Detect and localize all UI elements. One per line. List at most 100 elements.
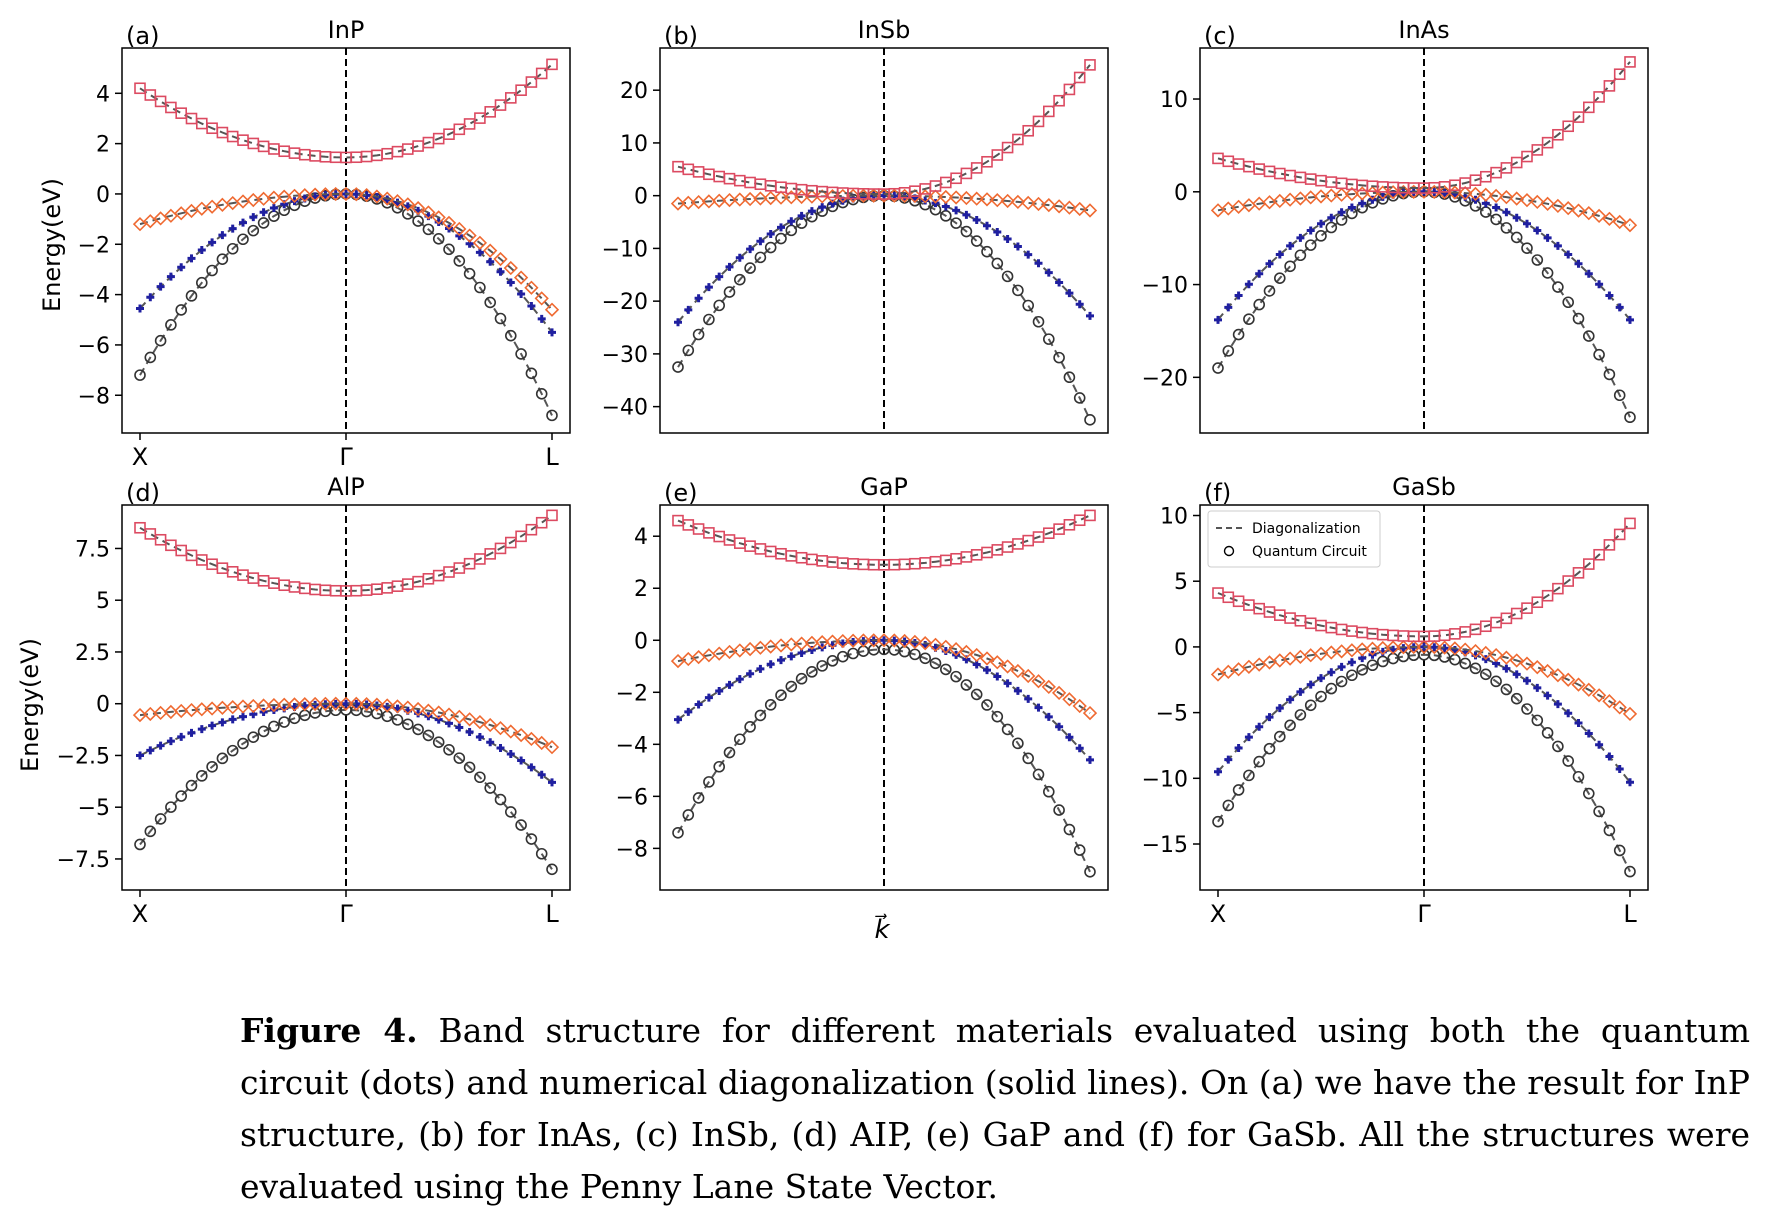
point-blue — [1347, 203, 1356, 212]
point-blue — [1034, 259, 1043, 268]
point-blue — [1265, 713, 1274, 722]
point-orange — [1427, 639, 1442, 655]
point-orange — [534, 735, 549, 751]
point-orange — [1021, 668, 1036, 684]
point-black — [1212, 362, 1224, 374]
point-black — [1315, 690, 1327, 703]
point-black — [1304, 239, 1317, 251]
point-black — [268, 720, 280, 733]
point-black — [672, 826, 684, 839]
point-black — [206, 760, 218, 773]
point-black — [1366, 659, 1379, 672]
point-blue — [1044, 712, 1053, 721]
point-black — [1603, 824, 1616, 837]
point-orange — [1530, 194, 1545, 210]
y-tick-label: 0 — [96, 183, 110, 208]
point-black — [1593, 348, 1605, 361]
point-black — [257, 217, 270, 229]
point-orange — [1041, 679, 1056, 695]
point-black — [453, 255, 466, 267]
point-black — [494, 793, 507, 806]
point-blue — [187, 254, 196, 263]
point-conduction — [175, 107, 187, 119]
point-orange — [845, 633, 861, 648]
point-blue — [208, 721, 217, 730]
point-blue — [1055, 278, 1064, 287]
point-black — [785, 224, 798, 237]
point-black — [1335, 214, 1348, 226]
point-black — [1593, 805, 1605, 818]
point-black — [422, 729, 435, 742]
point-black — [154, 813, 167, 825]
point-black — [474, 771, 486, 784]
point-orange — [1231, 662, 1246, 677]
point-conduction — [1583, 558, 1595, 570]
point-orange — [928, 637, 943, 652]
point-black — [1084, 865, 1096, 878]
point-orange — [1550, 198, 1566, 214]
point-black — [733, 273, 746, 286]
y-tick-label: −4 — [616, 733, 648, 758]
point-orange — [1581, 682, 1596, 697]
point-black — [1541, 267, 1554, 279]
point-blue — [1574, 259, 1583, 268]
point-blue — [1224, 303, 1233, 312]
diagonalization-line-band_black — [139, 708, 553, 870]
point-blue — [208, 238, 217, 247]
panel-title: InP — [328, 16, 365, 44]
point-blue — [517, 756, 526, 765]
point-black — [1562, 755, 1574, 767]
point-conduction — [682, 519, 695, 531]
point-orange — [691, 194, 706, 210]
y-tick-label: 0 — [634, 629, 648, 654]
point-blue — [766, 660, 775, 669]
point-orange — [256, 191, 271, 206]
point-orange — [503, 724, 518, 739]
point-blue — [1317, 674, 1325, 683]
point-blue — [1492, 203, 1501, 212]
point-blue — [1533, 226, 1542, 235]
point-black — [733, 733, 746, 746]
point-orange — [1427, 184, 1442, 200]
point-blue — [1286, 695, 1295, 704]
point-conduction — [525, 76, 538, 88]
point-conduction — [1531, 596, 1544, 609]
point-black — [1073, 392, 1086, 404]
point-black — [682, 809, 695, 821]
point-orange — [1622, 218, 1638, 233]
point-black — [1624, 411, 1636, 424]
point-orange — [153, 705, 168, 721]
point-orange — [338, 696, 354, 711]
point-conduction — [1521, 602, 1533, 614]
point-black — [1284, 719, 1296, 732]
point-blue — [1553, 700, 1562, 709]
point-blue — [486, 738, 495, 747]
legend-qc-label: Quantum Circuit — [1252, 544, 1367, 560]
point-orange — [1334, 644, 1349, 659]
point-black — [1356, 664, 1368, 676]
point-orange — [1602, 211, 1617, 226]
point-orange — [670, 196, 686, 211]
point-black — [546, 863, 558, 876]
point-black — [1274, 730, 1286, 743]
point-black — [1012, 737, 1024, 750]
point-conduction — [1552, 128, 1564, 141]
point-orange — [431, 210, 446, 225]
point-orange — [1478, 187, 1493, 202]
point-blue — [1553, 241, 1562, 250]
point-black — [165, 319, 177, 331]
point-black — [1325, 682, 1338, 695]
point-blue — [1244, 280, 1253, 289]
point-orange — [804, 635, 820, 650]
point-black — [991, 257, 1004, 270]
point-orange — [1385, 185, 1401, 200]
y-tick-label: −10 — [1142, 274, 1188, 299]
point-conduction — [1043, 105, 1055, 118]
point-conduction — [443, 566, 455, 578]
point-orange — [1612, 214, 1627, 230]
point-black — [1562, 296, 1574, 309]
y-tick-label: 10 — [620, 132, 648, 157]
point-orange — [1602, 694, 1617, 709]
point-conduction — [226, 566, 239, 578]
